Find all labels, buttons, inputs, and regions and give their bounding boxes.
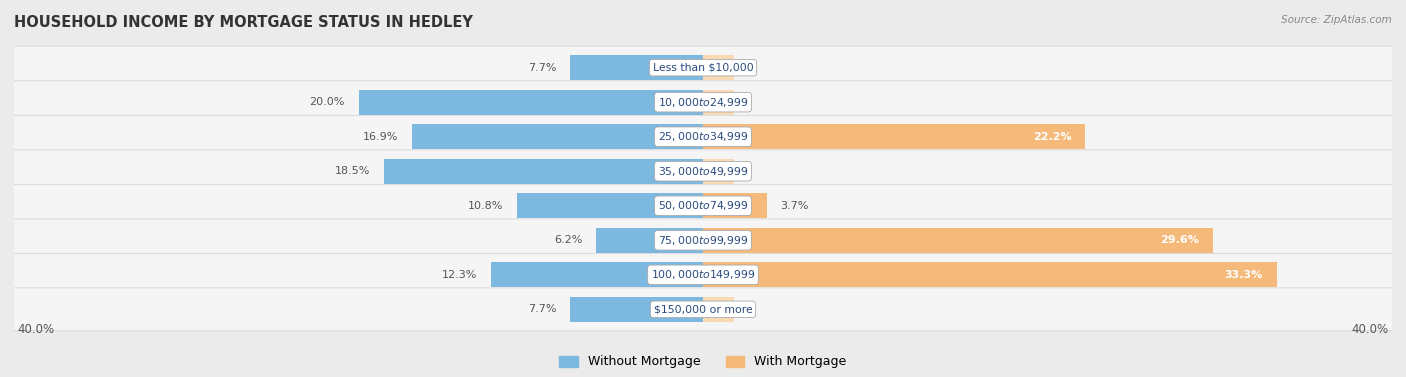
Bar [703, 193, 766, 218]
Text: $75,000 to $99,999: $75,000 to $99,999 [658, 234, 748, 247]
Text: 0.0%: 0.0% [717, 304, 745, 314]
Text: 10.8%: 10.8% [468, 201, 503, 211]
Text: 3.7%: 3.7% [780, 201, 808, 211]
Text: 22.2%: 22.2% [1033, 132, 1071, 142]
Bar [517, 193, 703, 218]
Text: 16.9%: 16.9% [363, 132, 398, 142]
Bar [703, 90, 734, 115]
Bar [703, 159, 734, 184]
Bar [703, 124, 1085, 149]
Text: 0.0%: 0.0% [717, 166, 745, 176]
Text: 40.0%: 40.0% [17, 323, 55, 336]
FancyBboxPatch shape [3, 184, 1403, 227]
Bar [703, 228, 1213, 253]
Text: 20.0%: 20.0% [309, 97, 344, 107]
Bar [359, 90, 703, 115]
FancyBboxPatch shape [3, 253, 1403, 296]
Text: Less than $10,000: Less than $10,000 [652, 63, 754, 73]
Text: 7.7%: 7.7% [529, 63, 557, 73]
Bar [703, 55, 734, 80]
Text: 29.6%: 29.6% [1160, 235, 1199, 245]
Bar [491, 262, 703, 287]
Bar [412, 124, 703, 149]
Text: 12.3%: 12.3% [441, 270, 478, 280]
Text: $35,000 to $49,999: $35,000 to $49,999 [658, 165, 748, 178]
Text: 6.2%: 6.2% [554, 235, 582, 245]
FancyBboxPatch shape [3, 81, 1403, 124]
Text: 7.7%: 7.7% [529, 304, 557, 314]
Text: $100,000 to $149,999: $100,000 to $149,999 [651, 268, 755, 281]
Bar [703, 262, 1277, 287]
Bar [703, 297, 734, 322]
Text: 18.5%: 18.5% [335, 166, 371, 176]
Text: Source: ZipAtlas.com: Source: ZipAtlas.com [1281, 15, 1392, 25]
Text: 33.3%: 33.3% [1225, 270, 1263, 280]
Text: $150,000 or more: $150,000 or more [654, 304, 752, 314]
Text: $25,000 to $34,999: $25,000 to $34,999 [658, 130, 748, 143]
Bar [571, 55, 703, 80]
Text: HOUSEHOLD INCOME BY MORTGAGE STATUS IN HEDLEY: HOUSEHOLD INCOME BY MORTGAGE STATUS IN H… [14, 15, 472, 30]
Bar [384, 159, 703, 184]
FancyBboxPatch shape [3, 288, 1403, 331]
Text: 40.0%: 40.0% [1351, 323, 1389, 336]
Bar [571, 297, 703, 322]
Legend: Without Mortgage, With Mortgage: Without Mortgage, With Mortgage [560, 356, 846, 368]
Text: $50,000 to $74,999: $50,000 to $74,999 [658, 199, 748, 212]
FancyBboxPatch shape [3, 150, 1403, 193]
Text: 0.0%: 0.0% [717, 97, 745, 107]
FancyBboxPatch shape [3, 115, 1403, 158]
FancyBboxPatch shape [3, 219, 1403, 262]
Text: 0.0%: 0.0% [717, 63, 745, 73]
Text: $10,000 to $24,999: $10,000 to $24,999 [658, 96, 748, 109]
Bar [596, 228, 703, 253]
FancyBboxPatch shape [3, 46, 1403, 89]
